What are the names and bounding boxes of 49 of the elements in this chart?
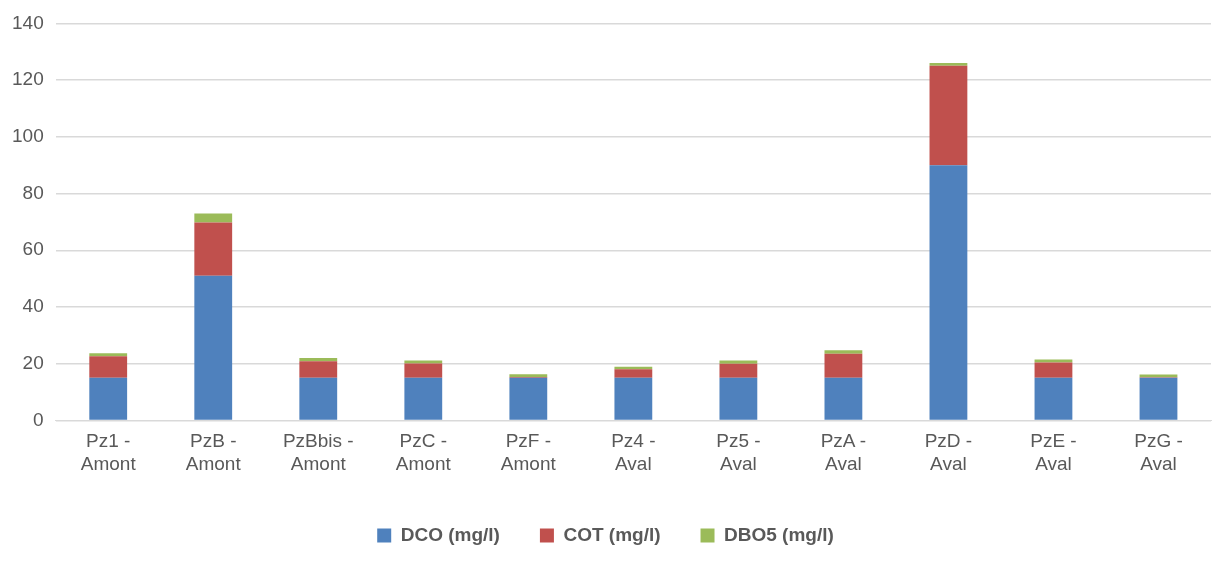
x-tick-label: PzG - Aval <box>1134 430 1183 474</box>
bar <box>1034 377 1073 420</box>
y-tick-label: 120 <box>12 68 44 90</box>
x-tick-label: PzA - Aval <box>820 430 867 474</box>
bar <box>614 377 653 420</box>
x-tick-label: PzC - Amont <box>395 430 452 474</box>
bar <box>929 63 968 66</box>
legend-label: COT (mg/l) <box>563 523 661 545</box>
x-tick-label: Pz5 - Aval <box>716 430 761 474</box>
bar <box>404 377 443 420</box>
bar <box>824 350 863 354</box>
bar <box>929 65 968 166</box>
y-tick-label: 100 <box>12 125 44 147</box>
x-tick-label: PzB - Amont <box>185 430 242 474</box>
bar <box>614 369 653 378</box>
bar <box>404 363 443 378</box>
legend-label: DBO5 (mg/l) <box>724 523 834 545</box>
y-tick-label: 40 <box>22 295 44 317</box>
bar <box>299 358 338 362</box>
bar <box>1034 359 1073 363</box>
x-tick-label: PzBbis - Amont <box>282 430 354 474</box>
bar <box>929 165 968 420</box>
bar <box>89 356 128 378</box>
bar <box>1034 362 1073 378</box>
bar <box>194 222 233 276</box>
y-tick-label: 0 <box>33 408 44 430</box>
bar <box>719 360 758 364</box>
bar <box>194 213 233 223</box>
x-tick-label: Pz1 - Amont <box>80 430 137 474</box>
bar <box>719 363 758 378</box>
y-tick-label: 60 <box>22 238 44 260</box>
y-tick-label: 140 <box>12 11 44 33</box>
bar <box>299 377 338 420</box>
y-tick-label: 80 <box>22 181 44 203</box>
x-tick-label: PzD - Aval <box>924 430 973 474</box>
y-tick-label: 20 <box>22 351 44 373</box>
x-tick-label: Pz4 - Aval <box>611 430 656 474</box>
bar <box>719 377 758 420</box>
bar <box>824 353 863 378</box>
bar <box>194 275 233 420</box>
x-tick-label: PzE - Aval <box>1030 430 1077 474</box>
bar <box>89 353 128 357</box>
bar <box>299 361 338 378</box>
bar <box>89 377 128 420</box>
legend-label: DCO (mg/l) <box>400 523 500 545</box>
bar <box>824 377 863 420</box>
x-tick-label: PzF - Amont <box>500 430 557 474</box>
bar <box>1139 377 1178 420</box>
bar <box>509 377 548 420</box>
